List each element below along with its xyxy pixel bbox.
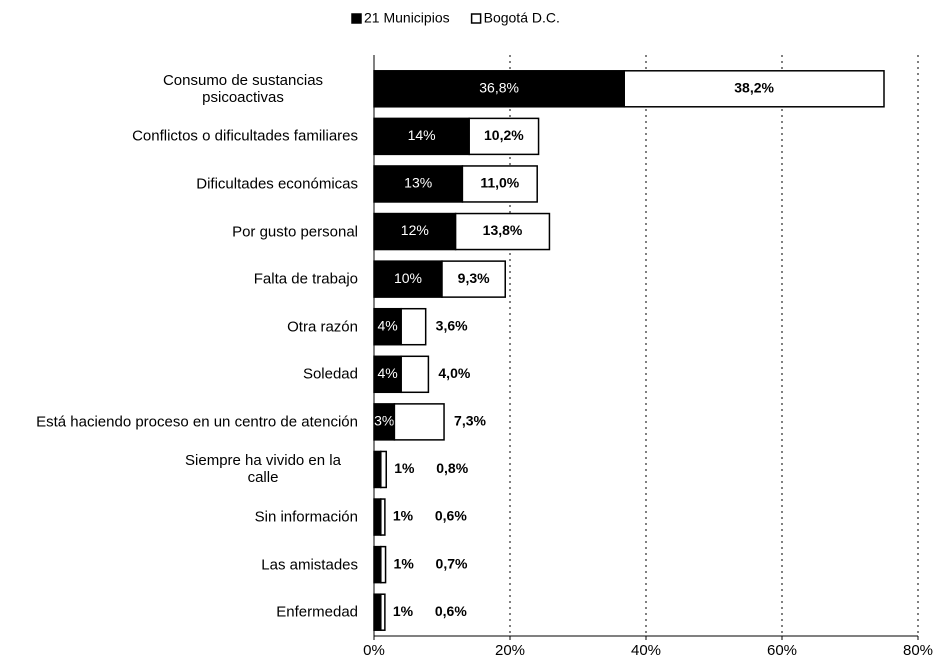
data-label: 13% xyxy=(404,175,432,191)
data-label: 3,6% xyxy=(436,317,468,333)
category-label: Siempre ha vivido en la calle xyxy=(185,452,341,487)
x-tick-label: 40% xyxy=(631,642,661,659)
bar-segment xyxy=(373,593,382,631)
bar-segment xyxy=(441,260,506,298)
bar-segment xyxy=(468,117,540,156)
category-label: Soledad xyxy=(302,365,358,383)
x-tick-label: 60% xyxy=(767,642,797,659)
bar-segment xyxy=(373,260,443,298)
bar-segment xyxy=(623,70,885,108)
x-tick-label: 0% xyxy=(363,642,385,659)
data-label: 12% xyxy=(401,222,429,238)
category-label: Las amistades xyxy=(261,556,358,574)
data-label: 38,2% xyxy=(734,79,774,95)
bar-segment xyxy=(373,212,457,251)
x-tick-label: 20% xyxy=(495,642,525,659)
data-label: 0,6% xyxy=(435,508,467,524)
bar-segment xyxy=(393,403,445,441)
data-label: 1% xyxy=(393,603,414,619)
category-label: Otra razón xyxy=(287,318,358,336)
category-label: Consumo de sustancias psicoactivas xyxy=(162,71,324,106)
data-label: 9,3% xyxy=(458,270,490,286)
data-label: 14% xyxy=(408,127,436,143)
data-label: 4% xyxy=(377,365,397,381)
data-label: 7,3% xyxy=(454,413,486,429)
data-label: 4,0% xyxy=(438,365,470,381)
data-label: 1% xyxy=(394,555,415,571)
category-label: Sin información xyxy=(254,508,358,526)
bar-segment xyxy=(380,450,387,489)
category-label: Dificultades económicas xyxy=(196,175,358,193)
legend-swatch xyxy=(470,13,482,24)
data-label: 1% xyxy=(394,460,415,476)
bar-segment xyxy=(380,498,386,536)
data-label: 11,0% xyxy=(480,175,519,191)
bar-segment xyxy=(400,355,430,394)
bar-segment xyxy=(380,593,386,631)
legend-swatch xyxy=(351,13,362,24)
bar-segment xyxy=(454,212,551,251)
data-label: 10% xyxy=(394,270,422,286)
data-label: 1% xyxy=(393,508,414,524)
bar-segment xyxy=(373,498,382,536)
category-label: Enfermedad xyxy=(276,603,358,621)
category-label: Está haciendo proceso en un centro de at… xyxy=(36,413,358,431)
category-label: Conflictos o dificultades familiares xyxy=(132,127,358,145)
data-label: 0,6% xyxy=(435,603,467,619)
data-label: 36,8% xyxy=(479,79,519,95)
data-label: 0,7% xyxy=(436,555,468,571)
bar-segment xyxy=(373,450,382,489)
x-tick-label: 80% xyxy=(903,642,933,659)
bar-segment xyxy=(373,545,382,584)
data-label: 0,8% xyxy=(436,460,468,476)
data-label: 13,8% xyxy=(483,222,523,238)
data-label: 10,2% xyxy=(484,127,524,143)
legend-label: 21 Municipios xyxy=(364,10,450,26)
category-label: Por gusto personal xyxy=(232,223,358,241)
bar-segment xyxy=(400,307,427,346)
bar-segment xyxy=(380,545,387,584)
legend-label: Bogotá D.C. xyxy=(484,10,560,26)
data-label: 4% xyxy=(377,317,397,333)
bar-segment xyxy=(461,165,538,203)
data-label: 3% xyxy=(374,413,394,429)
category-label: Falta de trabajo xyxy=(253,270,358,288)
